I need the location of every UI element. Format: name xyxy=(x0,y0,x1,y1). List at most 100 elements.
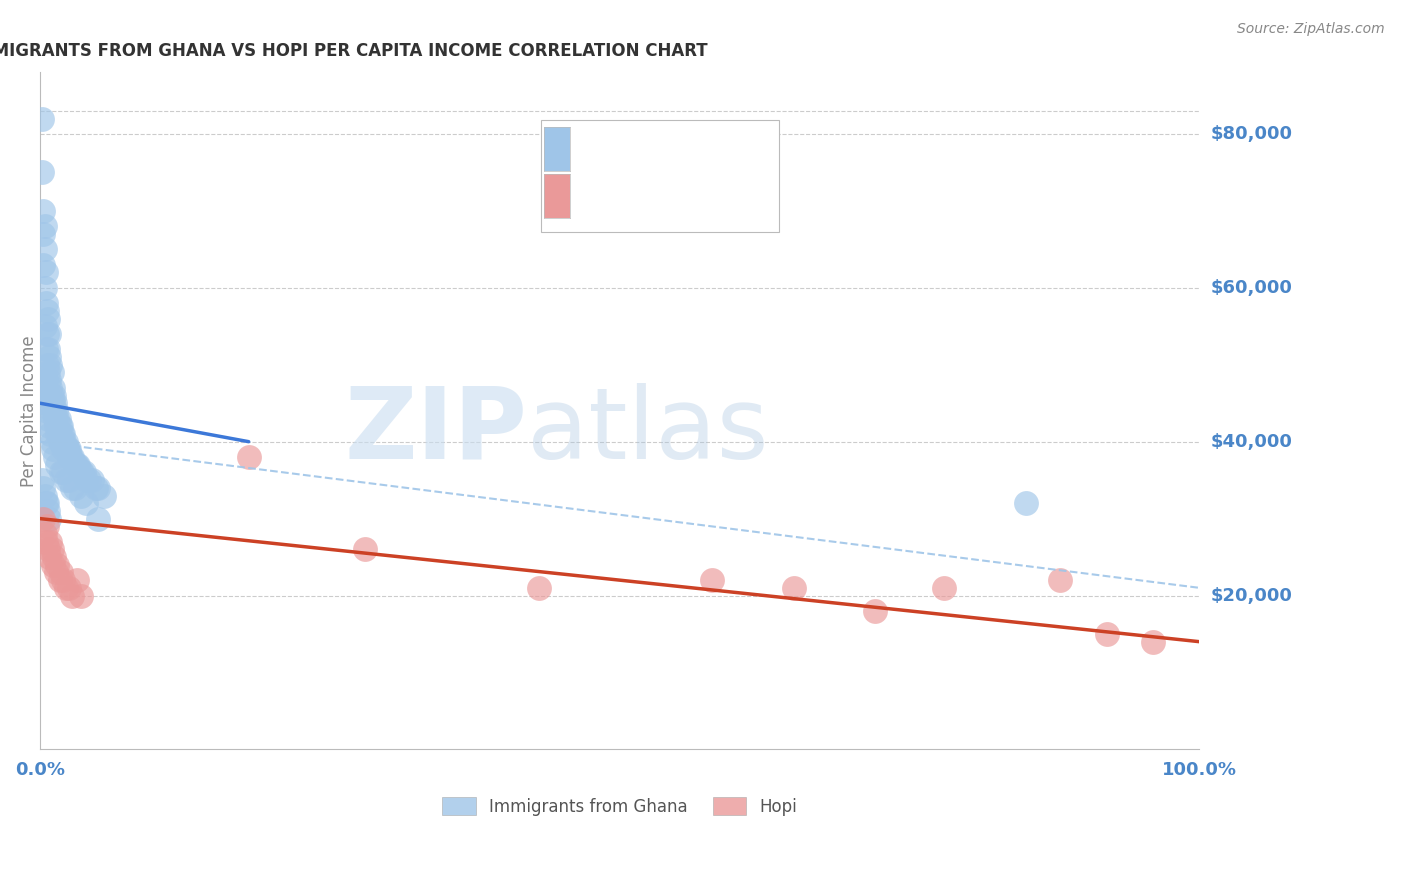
Point xyxy=(31,165,53,179)
Point xyxy=(34,388,56,402)
Text: 98: 98 xyxy=(710,139,735,157)
Point xyxy=(62,481,84,495)
Point xyxy=(69,489,91,503)
Point xyxy=(56,442,79,457)
Text: N =: N = xyxy=(675,139,727,157)
Point xyxy=(37,343,59,357)
Text: -0.604: -0.604 xyxy=(610,186,675,204)
Point xyxy=(527,581,550,595)
Point xyxy=(34,527,56,541)
Point xyxy=(37,504,59,518)
Point xyxy=(35,534,58,549)
Point xyxy=(32,381,55,395)
Point xyxy=(69,466,91,480)
Point xyxy=(63,481,86,495)
Point xyxy=(39,358,62,372)
Point xyxy=(70,466,93,480)
Point xyxy=(49,434,72,449)
Point xyxy=(1095,627,1118,641)
Point xyxy=(55,442,77,457)
Point xyxy=(69,589,91,603)
Point xyxy=(53,434,76,449)
Point xyxy=(55,473,77,487)
Point xyxy=(58,450,80,464)
Point xyxy=(49,419,72,434)
Point xyxy=(48,573,70,587)
Point xyxy=(41,542,63,557)
Point xyxy=(32,203,55,218)
Point xyxy=(87,511,110,525)
Point xyxy=(38,511,60,525)
Point xyxy=(1014,496,1036,510)
Point xyxy=(32,481,55,495)
Point xyxy=(782,581,804,595)
Point xyxy=(52,442,75,457)
Point xyxy=(58,473,80,487)
Point xyxy=(44,411,66,425)
Point xyxy=(35,358,58,372)
Point xyxy=(46,458,69,472)
Point xyxy=(65,458,87,472)
Point xyxy=(51,427,73,442)
Point xyxy=(702,573,724,587)
Point xyxy=(55,442,77,457)
Point xyxy=(42,404,65,418)
Point xyxy=(55,581,77,595)
Point xyxy=(42,381,65,395)
Point xyxy=(52,573,75,587)
Point xyxy=(41,434,63,449)
Point xyxy=(45,404,67,418)
Point xyxy=(38,419,60,434)
Point xyxy=(34,319,56,334)
Point xyxy=(39,427,62,442)
Point xyxy=(31,112,53,126)
Point xyxy=(34,219,56,234)
Point xyxy=(39,534,62,549)
Point xyxy=(73,466,96,480)
Point xyxy=(60,450,83,464)
Point xyxy=(93,489,115,503)
Point xyxy=(75,496,97,510)
Point xyxy=(48,419,70,434)
Text: IMMIGRANTS FROM GHANA VS HOPI PER CAPITA INCOME CORRELATION CHART: IMMIGRANTS FROM GHANA VS HOPI PER CAPITA… xyxy=(0,42,709,60)
Point xyxy=(41,404,63,418)
Point xyxy=(48,427,70,442)
Text: $20,000: $20,000 xyxy=(1211,587,1292,605)
Point xyxy=(48,434,70,449)
Point xyxy=(35,404,58,418)
Point xyxy=(45,419,67,434)
Text: R =: R = xyxy=(579,139,619,157)
Point xyxy=(34,489,56,503)
Point xyxy=(42,396,65,410)
Point xyxy=(32,227,55,241)
Point xyxy=(31,473,53,487)
Point xyxy=(55,434,77,449)
Point xyxy=(41,366,63,380)
Point xyxy=(66,573,89,587)
Point xyxy=(66,458,89,472)
Point xyxy=(38,550,60,565)
Point xyxy=(35,519,58,533)
Point xyxy=(37,542,59,557)
Point xyxy=(34,243,56,257)
Point xyxy=(45,566,67,580)
Text: Source: ZipAtlas.com: Source: ZipAtlas.com xyxy=(1237,22,1385,37)
Point xyxy=(87,481,110,495)
Point xyxy=(35,373,58,387)
Point xyxy=(934,581,956,595)
Text: atlas: atlas xyxy=(527,383,769,480)
Point xyxy=(84,481,107,495)
Point xyxy=(42,558,65,572)
Point xyxy=(37,366,59,380)
Point xyxy=(35,496,58,510)
Point xyxy=(49,566,72,580)
Point xyxy=(35,265,58,279)
Text: R =: R = xyxy=(579,186,619,204)
Point xyxy=(59,450,82,464)
Point xyxy=(38,326,60,341)
Point xyxy=(46,411,69,425)
FancyBboxPatch shape xyxy=(541,120,779,232)
Point xyxy=(62,589,84,603)
Point xyxy=(52,427,75,442)
Point xyxy=(32,258,55,272)
